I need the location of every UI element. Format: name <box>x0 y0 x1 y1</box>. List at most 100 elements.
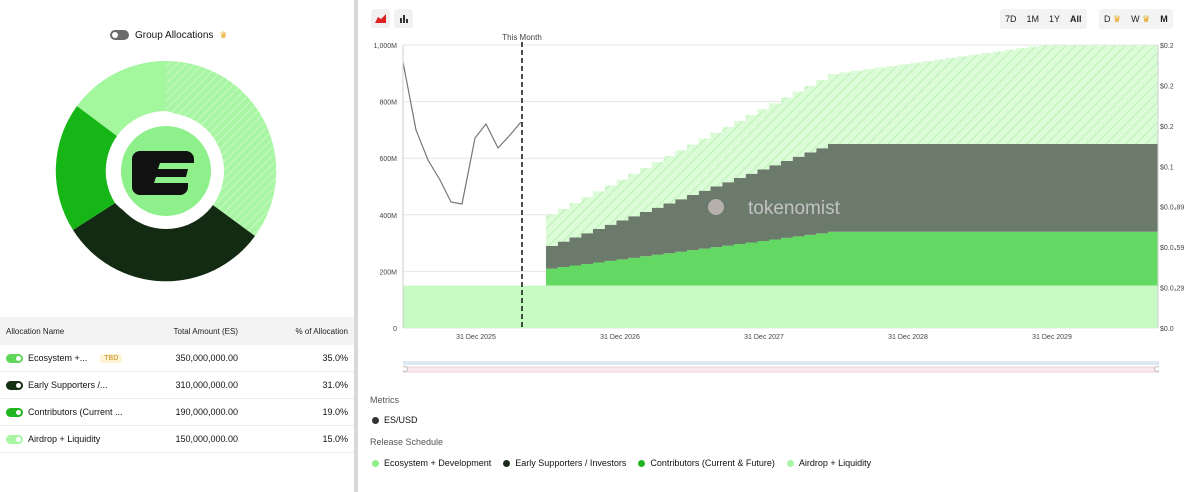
donut-slice-contributors[interactable] <box>55 106 117 230</box>
table-row[interactable]: Early Supporters /... 310,000,000.00 31.… <box>0 372 356 399</box>
row-percent: 19.0% <box>322 407 348 417</box>
metric-label: ES/USD <box>384 415 418 425</box>
interval-w[interactable]: W ♛ <box>1126 9 1155 29</box>
y-tick-label: 400M <box>379 213 397 220</box>
bar-chart-icon <box>399 15 408 23</box>
y2-tick-label: $0.0 <box>1160 326 1174 333</box>
area-ecosystem <box>546 45 1158 246</box>
group-allocations-toggle-row[interactable]: Group Allocations ♛ <box>110 28 227 42</box>
metric-es-usd[interactable]: ES/USD <box>372 415 418 425</box>
row-percent: 31.0% <box>322 380 348 390</box>
donut-slice-airdrop[interactable] <box>77 60 166 136</box>
row-name: Contributors (Current ... <box>28 407 123 417</box>
chart-axes: 0 200M 400M 600M 800M 1,000M $0.0 $0.0₄29 $0.0₄5… <box>374 43 1185 341</box>
range-all[interactable]: All <box>1070 14 1082 24</box>
x-tick-label: 31 Dec 2027 <box>744 334 784 341</box>
legend-label: Early Supporters / Investors <box>515 458 627 468</box>
row-toggle-contributors[interactable] <box>6 407 23 417</box>
row-name: Early Supporters /... <box>28 380 108 390</box>
group-toggle-switch[interactable] <box>110 30 129 40</box>
table-row[interactable]: Airdrop + Liquidity 150,000,000.00 15.0% <box>0 426 356 453</box>
release-schedule-legend: Ecosystem + Development Early Supporters… <box>372 458 871 468</box>
legend-dot <box>503 459 511 467</box>
group-toggle-label: Group Allocations <box>135 29 214 41</box>
range-1y[interactable]: 1Y <box>1049 14 1061 24</box>
row-toggle-airdrop[interactable] <box>6 434 23 444</box>
bar-chart-button[interactable] <box>394 9 413 28</box>
scroll-handle[interactable] <box>403 366 1159 373</box>
y-tick-label: 1,000M <box>374 43 398 50</box>
scroll-handle-left[interactable] <box>403 366 408 372</box>
area-contributors <box>546 231 1158 286</box>
release-schedule-chart[interactable]: 0 200M 400M 600M 800M 1,000M $0.0 $0.0₄29 $0.0₄5… <box>358 30 1200 348</box>
range-7d[interactable]: 7D <box>1005 14 1017 24</box>
row-name: Airdrop + Liquidity <box>28 434 101 444</box>
allocation-donut-chart <box>55 60 277 282</box>
legend-item-ecosystem[interactable]: Ecosystem + Development <box>372 458 491 468</box>
interval-d[interactable]: D ♛ <box>1099 9 1126 29</box>
panel-divider[interactable] <box>354 0 358 492</box>
row-amount: 350,000,000.00 <box>175 353 238 363</box>
x-tick-label: 31 Dec 2025 <box>456 334 496 341</box>
table-row[interactable]: Ecosystem +... TBD 350,000,000.00 35.0% <box>0 345 356 372</box>
interval-w-label: W <box>1131 14 1140 24</box>
table-header: Allocation Name Total Amount (ES) % of A… <box>0 317 356 345</box>
y2-tick-label: $0.0₄59 <box>1160 245 1184 252</box>
donut-slice-ecosystem[interactable] <box>166 60 277 236</box>
table-row[interactable]: Contributors (Current ... 190,000,000.00… <box>0 399 356 426</box>
legend-item-contributors[interactable]: Contributors (Current & Future) <box>638 458 775 468</box>
x-tick-label: 31 Dec 2029 <box>1032 334 1072 341</box>
this-month-label: This Month <box>502 33 542 42</box>
crown-icon: ♛ <box>1142 14 1151 24</box>
y-tick-label: 0 <box>393 326 397 333</box>
area-chart-button[interactable] <box>371 9 390 28</box>
row-toggle-early-supporters[interactable] <box>6 380 23 390</box>
legend-item-early-supporters[interactable]: Early Supporters / Investors <box>503 458 626 468</box>
allocation-panel: Group Allocations ♛ <box>0 0 356 492</box>
price-line <box>402 61 522 205</box>
row-amount: 150,000,000.00 <box>175 434 238 444</box>
y2-tick-label: $0.1 <box>1160 164 1174 171</box>
y2-tick-label: $0.2 <box>1160 124 1174 131</box>
crown-icon: ♛ <box>219 29 228 40</box>
header-percent[interactable]: % of Allocation <box>295 326 348 336</box>
area-chart-icon <box>375 14 386 23</box>
y-tick-label: 800M <box>379 100 397 107</box>
interval-m[interactable]: M <box>1160 14 1168 24</box>
legend-label: Airdrop + Liquidity <box>798 458 872 468</box>
crown-icon: ♛ <box>1113 14 1122 24</box>
donut-slice-early-supporters[interactable] <box>73 200 255 282</box>
area-early-supporters <box>546 144 1158 269</box>
metrics-title: Metrics <box>370 395 399 405</box>
x-tick-label: 31 Dec 2026 <box>600 334 640 341</box>
chart-areas <box>403 45 1158 328</box>
row-toggle-ecosystem[interactable] <box>6 353 23 363</box>
y-tick-label: 600M <box>379 156 397 163</box>
header-allocation-name[interactable]: Allocation Name <box>6 326 65 336</box>
eclipse-logo-icon <box>121 126 211 216</box>
header-total-amount[interactable]: Total Amount (ES) <box>173 326 238 336</box>
row-amount: 310,000,000.00 <box>175 380 238 390</box>
y2-tick-label: $0.2 <box>1160 83 1174 90</box>
chart-range-scrollbar[interactable] <box>403 361 1159 377</box>
tokenomist-logo-icon <box>708 199 724 215</box>
legend-dot <box>786 459 794 467</box>
scroll-handle-right[interactable] <box>1154 366 1160 372</box>
y2-tick-label: $0.0₄89 <box>1160 205 1184 212</box>
x-tick-label: 31 Dec 2028 <box>888 334 928 341</box>
legend-item-airdrop[interactable]: Airdrop + Liquidity <box>786 458 872 468</box>
tokenomist-watermark: tokenomist <box>748 198 841 219</box>
y-tick-label: 200M <box>379 269 397 276</box>
interval-selector: D ♛ W ♛ M <box>1099 9 1173 29</box>
legend-dot <box>638 459 646 467</box>
range-1m[interactable]: 1M <box>1026 14 1040 24</box>
legend-dot <box>372 459 379 467</box>
row-amount: 190,000,000.00 <box>175 407 238 417</box>
release-chart-panel: 7D 1M 1Y All D ♛ W ♛ M 0 200M 400M 600M 800M… <box>358 0 1200 492</box>
metric-dot <box>372 416 379 424</box>
tbd-badge: TBD <box>100 353 123 363</box>
y2-tick-label: $0.0₄29 <box>1160 286 1184 293</box>
release-schedule-title: Release Schedule <box>370 437 444 447</box>
row-percent: 15.0% <box>322 434 348 444</box>
